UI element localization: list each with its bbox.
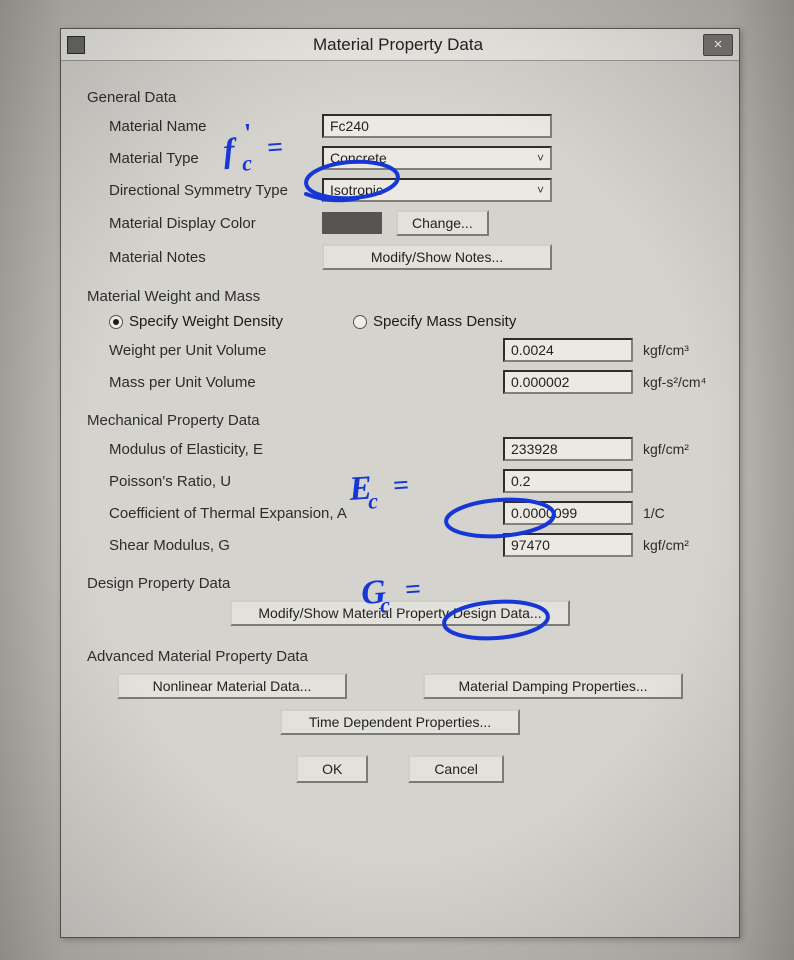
unit-shear-g: kgf/cm² — [633, 537, 713, 553]
input-weight-per-vol[interactable] — [503, 338, 633, 362]
radio-dot-icon — [353, 315, 367, 329]
row-weight-per-vol: Weight per Unit Volume kgf/cm³ — [87, 338, 713, 362]
chevron-down-icon: ˅ — [537, 183, 544, 197]
label-dir-symmetry: Directional Symmetry Type — [87, 182, 322, 199]
section-weight: Material Weight and Mass — [87, 288, 713, 305]
unit-mass-per-vol: kgf-s²/cm⁴ — [633, 374, 713, 390]
input-thermal-a[interactable] — [503, 501, 633, 525]
select-dir-symmetry[interactable]: Isotropic ˅ — [322, 178, 552, 202]
select-dir-symmetry-value: Isotropic — [330, 182, 383, 198]
window-title: Material Property Data — [93, 35, 703, 55]
label-material-type: Material Type — [87, 150, 322, 167]
row-material-type: Material Type Concrete ˅ — [87, 146, 713, 170]
label-poisson-u: Poisson's Ratio, U — [87, 473, 407, 490]
label-display-color: Material Display Color — [87, 215, 322, 232]
unit-thermal-a: 1/C — [633, 505, 713, 521]
row-material-notes: Material Notes Modify/Show Notes... — [87, 244, 713, 270]
input-poisson-u[interactable] — [503, 469, 633, 493]
label-shear-g: Shear Modulus, G — [87, 537, 407, 554]
cancel-button[interactable]: Cancel — [408, 755, 504, 783]
section-design: Design Property Data — [87, 575, 713, 592]
ok-button[interactable]: OK — [296, 755, 368, 783]
modify-notes-button[interactable]: Modify/Show Notes... — [322, 244, 552, 270]
row-mass-per-vol: Mass per Unit Volume kgf-s²/cm⁴ — [87, 370, 713, 394]
label-modulus-e: Modulus of Elasticity, E — [87, 441, 407, 458]
row-modulus-e: Modulus of Elasticity, E kgf/cm² — [87, 437, 713, 461]
row-display-color: Material Display Color Change... — [87, 210, 713, 236]
color-swatch — [322, 212, 382, 234]
select-material-type-value: Concrete — [330, 150, 387, 166]
footer-buttons: OK Cancel — [87, 755, 713, 783]
radio-mass-density[interactable]: Specify Mass Density — [353, 313, 516, 330]
label-mass-per-vol: Mass per Unit Volume — [87, 374, 322, 391]
input-material-name[interactable] — [322, 114, 552, 138]
dialog-content: General Data Material Name Material Type… — [61, 61, 739, 795]
label-thermal-a: Coefficient of Thermal Expansion, A — [87, 505, 407, 522]
radio-mass-density-label: Specify Mass Density — [373, 313, 516, 330]
readonly-mass-per-vol — [503, 370, 633, 394]
change-color-button[interactable]: Change... — [396, 210, 489, 236]
radio-dot-icon — [109, 315, 123, 329]
row-dir-symmetry: Directional Symmetry Type Isotropic ˅ — [87, 178, 713, 202]
section-mech: Mechanical Property Data — [87, 412, 713, 429]
titlebar: Material Property Data × — [61, 29, 739, 61]
chevron-down-icon: ˅ — [537, 151, 544, 165]
section-advanced: Advanced Material Property Data — [87, 648, 713, 665]
readonly-shear-g — [503, 533, 633, 557]
row-density-radios: Specify Weight Density Specify Mass Dens… — [87, 313, 713, 330]
radio-weight-density[interactable]: Specify Weight Density — [109, 313, 283, 330]
row-material-name: Material Name — [87, 114, 713, 138]
input-modulus-e[interactable] — [503, 437, 633, 461]
unit-modulus-e: kgf/cm² — [633, 441, 713, 457]
select-material-type[interactable]: Concrete ˅ — [322, 146, 552, 170]
section-general: General Data — [87, 89, 713, 106]
row-poisson-u: Poisson's Ratio, U — [87, 469, 713, 493]
row-design-button: Modify/Show Material Property Design Dat… — [87, 600, 713, 626]
row-thermal-a: Coefficient of Thermal Expansion, A 1/C — [87, 501, 713, 525]
app-icon — [67, 36, 85, 54]
label-weight-per-vol: Weight per Unit Volume — [87, 342, 322, 359]
close-icon: × — [714, 37, 723, 52]
row-shear-g: Shear Modulus, G kgf/cm² — [87, 533, 713, 557]
row-adv-buttons-2: Time Dependent Properties... — [87, 709, 713, 735]
material-property-dialog: Material Property Data × General Data Ma… — [60, 28, 740, 938]
design-data-button[interactable]: Modify/Show Material Property Design Dat… — [230, 600, 570, 626]
label-material-notes: Material Notes — [87, 249, 322, 266]
nonlinear-button[interactable]: Nonlinear Material Data... — [117, 673, 347, 699]
timedep-button[interactable]: Time Dependent Properties... — [280, 709, 520, 735]
damping-button[interactable]: Material Damping Properties... — [423, 673, 683, 699]
label-material-name: Material Name — [87, 118, 322, 135]
close-button[interactable]: × — [703, 34, 733, 56]
row-adv-buttons-1: Nonlinear Material Data... Material Damp… — [87, 673, 713, 699]
radio-weight-density-label: Specify Weight Density — [129, 313, 283, 330]
unit-weight-per-vol: kgf/cm³ — [633, 342, 713, 358]
